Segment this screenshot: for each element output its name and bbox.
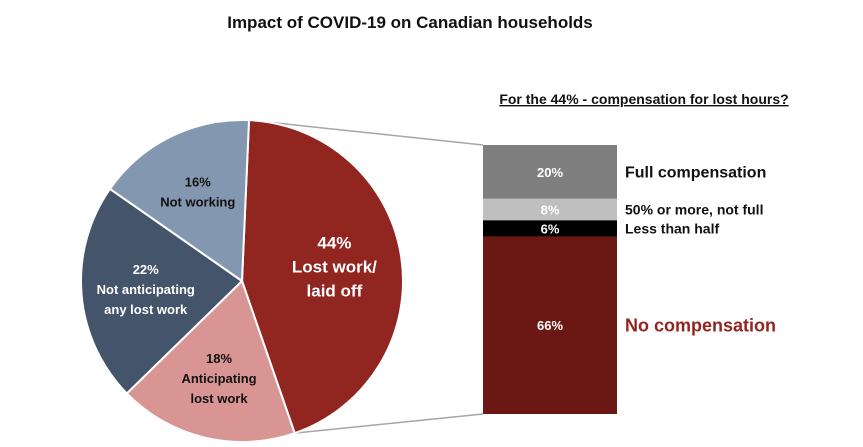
- pie-category-label: Not anticipating: [97, 282, 195, 297]
- pie-category-label: any lost work: [104, 302, 188, 317]
- bar-segment-no-compensation: [483, 236, 617, 414]
- pie-category-label: Not working: [160, 195, 235, 210]
- legend-50-or-more-not-full: 50% or more, not full: [625, 202, 763, 218]
- pie-chart: 44% Lost work/laid off 18% Anticipating lost…: [80, 119, 404, 443]
- legend-no-compensation: No compensation: [625, 316, 776, 336]
- pie-category-label: lost work: [190, 391, 248, 406]
- bar-subtitle: For the 44% - compensation for lost hour…: [499, 91, 788, 107]
- connector-line-bottom: [294, 413, 484, 434]
- bar-value-label: 66%: [537, 318, 563, 333]
- pie-slice-lost-work-laid-off: [240, 119, 404, 435]
- bar-segment-50-or-more-not-full: [483, 198, 617, 221]
- bar-value-label: 20%: [537, 165, 563, 180]
- pie-slice-not-working: [108, 119, 251, 283]
- pie-value-label: 18%: [206, 351, 232, 366]
- connector-line-top: [248, 119, 484, 146]
- bar-value-label: 6%: [541, 221, 560, 236]
- pie-value-label: 44%: [317, 234, 351, 253]
- stacked-bar: 20% Full compensation 8% 50% or more, not f…: [483, 145, 776, 414]
- pie-slice-not-anticipating-any-lost-work: [80, 187, 244, 395]
- pie-category-label: Lost work/: [292, 258, 377, 277]
- pie-to-bar-connectors: [248, 119, 484, 434]
- pie-value-label: 16%: [185, 175, 211, 190]
- legend-less-than-half: Less than half: [625, 220, 719, 236]
- legend-full-compensation: Full compensation: [625, 165, 766, 182]
- chart-title: Impact of COVID-19 on Canadian household…: [227, 13, 593, 32]
- bar-value-label: 8%: [541, 203, 560, 218]
- pie-value-label: 22%: [133, 262, 159, 277]
- bar-segment-full-compensation: [483, 145, 617, 199]
- pie-category-label: Anticipating: [181, 371, 256, 386]
- bar-segment-less-than-half: [483, 220, 617, 237]
- pie-slice-anticipating-lost-work: [125, 279, 296, 443]
- pie-category-label: laid off: [307, 282, 363, 301]
